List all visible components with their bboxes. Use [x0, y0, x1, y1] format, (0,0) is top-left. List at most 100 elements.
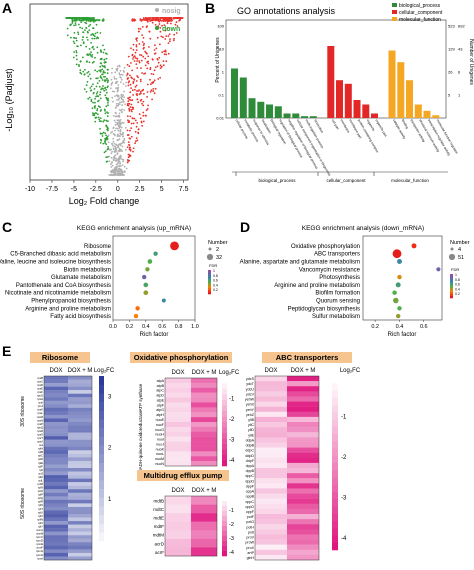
volcano-point-down — [105, 156, 108, 159]
volcano-point-down — [101, 135, 104, 137]
volcano-point-nosig — [119, 81, 122, 84]
heatmap-cell — [68, 414, 92, 419]
kegg-up-chart: KEGG enrichment analysis (up_mRNA) Rich … — [0, 225, 228, 338]
heatmap-scale-bar — [99, 445, 104, 455]
heatmap-cell — [68, 489, 92, 493]
kegg-xtick-label: 0.0 — [109, 324, 117, 330]
volcano-point-down — [91, 107, 94, 109]
go-category-label: locomotion — [313, 119, 324, 135]
volcano-point-down — [75, 63, 78, 66]
volcano-point-nosig — [113, 155, 116, 158]
volcano-point-up — [142, 44, 145, 47]
heatmap-cell — [255, 498, 287, 504]
volcano-point-down — [101, 73, 103, 76]
volcano-point-up — [153, 79, 156, 82]
volcano-point-up — [146, 67, 149, 70]
heatmap-cell — [68, 514, 92, 518]
heatmap-gene-label: yehY — [246, 408, 255, 412]
volcano-point-nosig — [117, 98, 120, 101]
heatmap-col-label: DOX + M — [192, 370, 217, 376]
volcano-point-down — [82, 56, 84, 59]
volcano-point-nosig — [119, 174, 122, 176]
kegg-term-label: Phenylpropanoid biosynthesis — [31, 299, 111, 305]
heatmap-cell — [68, 422, 92, 426]
heatmap-cell — [68, 376, 92, 380]
heatmap-scale-bar — [99, 376, 104, 385]
go-ylabel-left: Percent of Unigenes — [215, 37, 221, 83]
volcano-point-up — [128, 148, 131, 151]
kegg-fdr-colorbar — [450, 284, 453, 287]
heatmap-gene-label: rpsM — [37, 415, 44, 419]
volcano-point-up — [146, 108, 149, 110]
volcano-point-up — [153, 52, 156, 55]
volcano-point-up — [150, 83, 152, 86]
kegg-xtick-label: 0.6 — [420, 324, 428, 330]
kegg-point — [397, 274, 402, 280]
go-bar — [266, 104, 273, 118]
heatmap-scale-tick: -3 — [341, 495, 347, 501]
volcano-point-nosig — [116, 135, 119, 138]
go-group-label: cellular_component — [326, 178, 366, 183]
volcano-point-up — [142, 104, 145, 107]
heatmap-scale-bar — [222, 526, 227, 532]
heatmap-cell — [44, 503, 68, 508]
heatmap-cell — [191, 547, 217, 557]
heatmap-gene-label: rpmD — [36, 539, 43, 543]
volcano-point-down — [92, 18, 94, 21]
volcano-point-down — [94, 107, 96, 109]
kegg-point — [411, 243, 417, 249]
volcano-point-down — [97, 37, 100, 40]
volcano-point-nosig — [114, 124, 117, 126]
heatmap-cell — [165, 496, 191, 505]
heatmap-gene-label: rplX — [38, 521, 43, 525]
heatmap-cell — [44, 400, 68, 405]
volcano-point-down — [107, 104, 109, 107]
volcano-point-up — [145, 115, 147, 117]
volcano-point-up — [148, 30, 151, 33]
volcano-point-down — [103, 48, 106, 51]
volcano-point-up — [141, 89, 144, 92]
heatmap-scale-bar — [99, 515, 104, 525]
heatmap-scale-bar — [332, 419, 338, 427]
heatmap-scale-bar — [222, 496, 227, 502]
heatmap-gene-label: rpsG — [37, 394, 43, 398]
heatmap-cell — [44, 453, 68, 458]
heatmap-cell — [165, 530, 191, 540]
heatmap-cell — [287, 442, 319, 448]
volcano-point-up — [152, 81, 155, 83]
volcano-point-up — [145, 51, 148, 54]
volcano-point-nosig — [121, 164, 124, 167]
heatmap-scale-bar — [99, 436, 104, 446]
volcano-point-up — [130, 62, 132, 64]
go-bar — [406, 80, 413, 118]
heatmap-gene-label: rpmC — [36, 535, 43, 539]
heatmap-scale-bar — [99, 454, 104, 464]
heatmap-gene-label: rpsP — [37, 422, 43, 426]
heatmap-frame — [164, 495, 218, 557]
volcano-point-up — [140, 59, 143, 62]
kegg-point — [147, 259, 153, 264]
heatmap-gene-label: yehX — [246, 403, 255, 407]
volcano-point-nosig — [125, 85, 127, 87]
volcano-point-up — [135, 45, 138, 48]
volcano-point-up — [126, 73, 129, 76]
heatmap-cell — [44, 531, 68, 536]
volcano-point-up — [163, 17, 166, 19]
volcano-point-up — [141, 124, 144, 127]
volcano-point-up — [143, 42, 146, 45]
volcano-point-nosig — [114, 129, 116, 132]
volcano-point-down — [107, 120, 109, 123]
volcano-point-up — [140, 121, 143, 124]
volcano-point-down — [86, 30, 89, 33]
heatmap-gene-label: rplK — [38, 475, 43, 479]
volcano-point-up — [159, 64, 162, 67]
volcano-point-up — [135, 37, 138, 40]
volcano-point-nosig — [110, 132, 112, 134]
volcano-point-up — [134, 88, 136, 91]
volcano-point-nosig — [118, 122, 121, 125]
volcano-point-up — [133, 117, 136, 120]
heatmap-scale-tick: -1 — [341, 414, 347, 420]
volcano-point-up — [157, 78, 160, 80]
heatmap-scale-bar — [222, 394, 227, 401]
volcano-point-up — [151, 19, 154, 21]
